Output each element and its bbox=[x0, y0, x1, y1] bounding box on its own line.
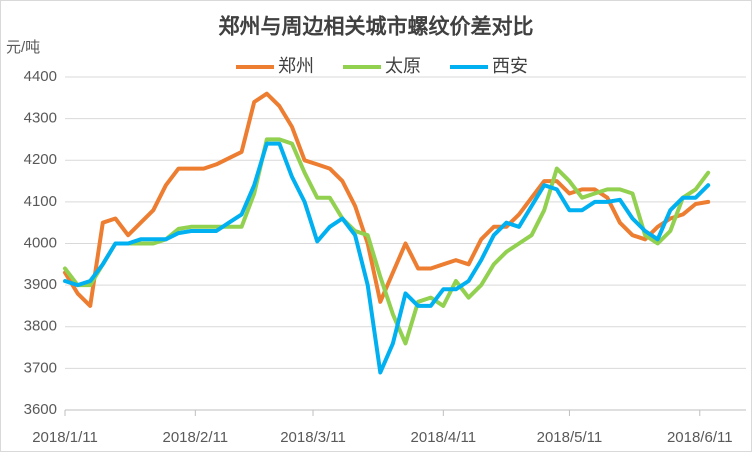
y-tick-label: 3600 bbox=[24, 401, 57, 418]
x-tick-label: 2018/1/11 bbox=[32, 429, 98, 446]
y-tick-label: 4400 bbox=[24, 68, 57, 85]
y-tick-label: 4200 bbox=[24, 151, 57, 168]
y-tick-label: 4100 bbox=[24, 193, 57, 210]
x-tick-label: 2018/2/11 bbox=[163, 429, 229, 446]
y-tick-label: 3900 bbox=[24, 276, 57, 293]
y-axis-label: 元/吨 bbox=[6, 39, 40, 56]
legend-label: 太原 bbox=[385, 56, 421, 76]
y-tick-label: 4300 bbox=[24, 110, 57, 127]
y-tick-label: 3700 bbox=[24, 359, 57, 376]
chart-title: 郑州与周边相关城市螺纹价差对比 bbox=[219, 15, 534, 39]
x-tick-label: 2018/3/11 bbox=[280, 429, 346, 446]
series-line bbox=[63, 141, 711, 375]
y-tick-label: 4000 bbox=[24, 234, 57, 251]
x-tick-label: 2018/6/11 bbox=[667, 429, 733, 446]
x-tick-label: 2018/5/11 bbox=[537, 429, 603, 446]
y-tick-label: 3800 bbox=[24, 318, 57, 335]
x-tick-label: 2018/4/11 bbox=[411, 429, 477, 446]
legend-label: 郑州 bbox=[278, 56, 314, 76]
legend-label: 西安 bbox=[492, 56, 528, 76]
